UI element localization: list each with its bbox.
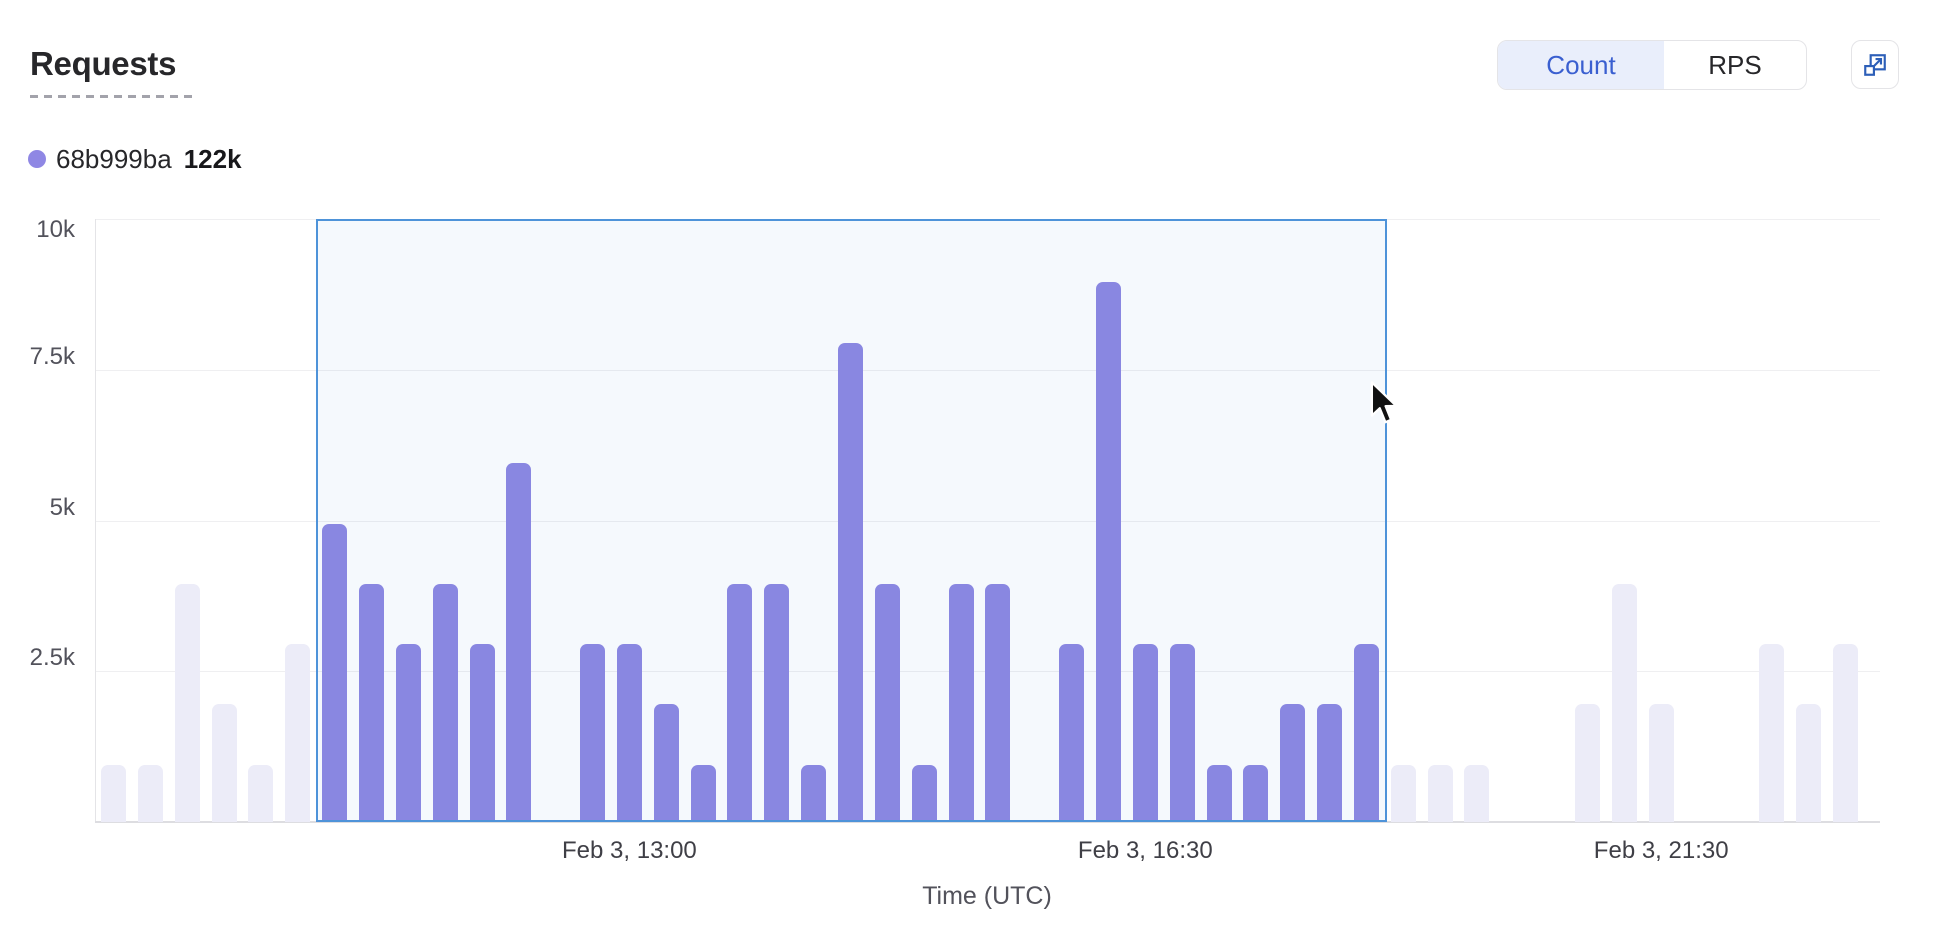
bar[interactable] — [395, 644, 421, 822]
y-axis-tick-label: 10k — [36, 216, 75, 243]
y-axis-tick-label: 7.5k — [29, 342, 75, 370]
unit-toggle: Count RPS — [1497, 40, 1807, 90]
bar[interactable] — [1317, 704, 1343, 822]
bar[interactable] — [1132, 644, 1158, 822]
x-axis-tick-label: Feb 3, 13:00 — [562, 837, 697, 864]
bar[interactable] — [727, 583, 753, 822]
x-axis-title: Time (UTC) — [922, 882, 1052, 910]
bar[interactable] — [1353, 644, 1379, 822]
bar-outside-selection[interactable] — [1611, 583, 1637, 822]
y-gridline — [95, 369, 1880, 371]
bar[interactable] — [469, 644, 495, 822]
x-axis-tick-label: Feb 3, 16:30 — [1077, 837, 1213, 864]
page-title: Requests — [30, 45, 177, 82]
bar[interactable] — [1280, 704, 1306, 822]
bar[interactable] — [1095, 282, 1121, 822]
bar[interactable] — [764, 583, 790, 822]
bar-outside-selection[interactable] — [1464, 764, 1490, 822]
series-total: 122k — [183, 143, 242, 174]
x-axis-line — [95, 821, 1880, 823]
bar-outside-selection[interactable] — [101, 764, 126, 822]
bar-outside-selection[interactable] — [137, 764, 163, 822]
bar[interactable] — [985, 583, 1011, 822]
series-name: 68b999ba — [56, 143, 172, 174]
bar-outside-selection[interactable] — [1575, 704, 1600, 822]
expand-icon — [1864, 53, 1886, 76]
expand-button[interactable] — [1851, 40, 1899, 89]
bar[interactable] — [506, 463, 532, 822]
bar-outside-selection[interactable] — [1832, 644, 1858, 822]
bar[interactable] — [432, 583, 458, 822]
bar-outside-selection[interactable] — [1796, 704, 1822, 822]
bar[interactable] — [948, 583, 974, 822]
bar[interactable] — [358, 583, 384, 822]
bar-outside-selection[interactable] — [174, 583, 200, 822]
bar-outside-selection[interactable] — [1648, 704, 1674, 822]
y-axis-line — [95, 219, 96, 822]
y-axis-tick-label: 5k — [49, 493, 75, 521]
bar[interactable] — [690, 764, 716, 822]
bar-outside-selection[interactable] — [1759, 644, 1785, 822]
bar-outside-selection[interactable] — [1390, 764, 1416, 822]
bar-outside-selection[interactable] — [248, 764, 274, 822]
bar[interactable] — [616, 644, 642, 822]
bar[interactable] — [580, 644, 606, 822]
bar-outside-selection[interactable] — [1427, 764, 1453, 822]
y-gridline — [95, 520, 1880, 522]
series-dot — [28, 150, 46, 168]
bar[interactable] — [1243, 764, 1269, 822]
bar[interactable] — [653, 704, 679, 822]
bar-outside-selection[interactable] — [285, 644, 311, 822]
bar-outside-selection[interactable] — [211, 704, 237, 822]
bar[interactable] — [801, 764, 827, 822]
bar[interactable] — [838, 342, 863, 822]
toggle-count-button[interactable]: Count — [1498, 41, 1664, 89]
bar[interactable] — [1059, 644, 1085, 822]
bar[interactable] — [874, 583, 900, 822]
bar[interactable] — [1206, 764, 1232, 822]
title-dashed-underline — [30, 95, 193, 98]
y-axis-tick-label: 2.5k — [29, 644, 75, 672]
bar[interactable] — [911, 764, 937, 822]
bar[interactable] — [1169, 644, 1195, 822]
x-axis-tick-label: Feb 3, 21:30 — [1593, 837, 1729, 864]
bar[interactable] — [322, 523, 348, 822]
toggle-rps-button[interactable]: RPS — [1664, 41, 1806, 89]
legend-item[interactable]: 68b999ba 122k — [28, 143, 242, 174]
selection-region[interactable] — [316, 219, 1387, 822]
